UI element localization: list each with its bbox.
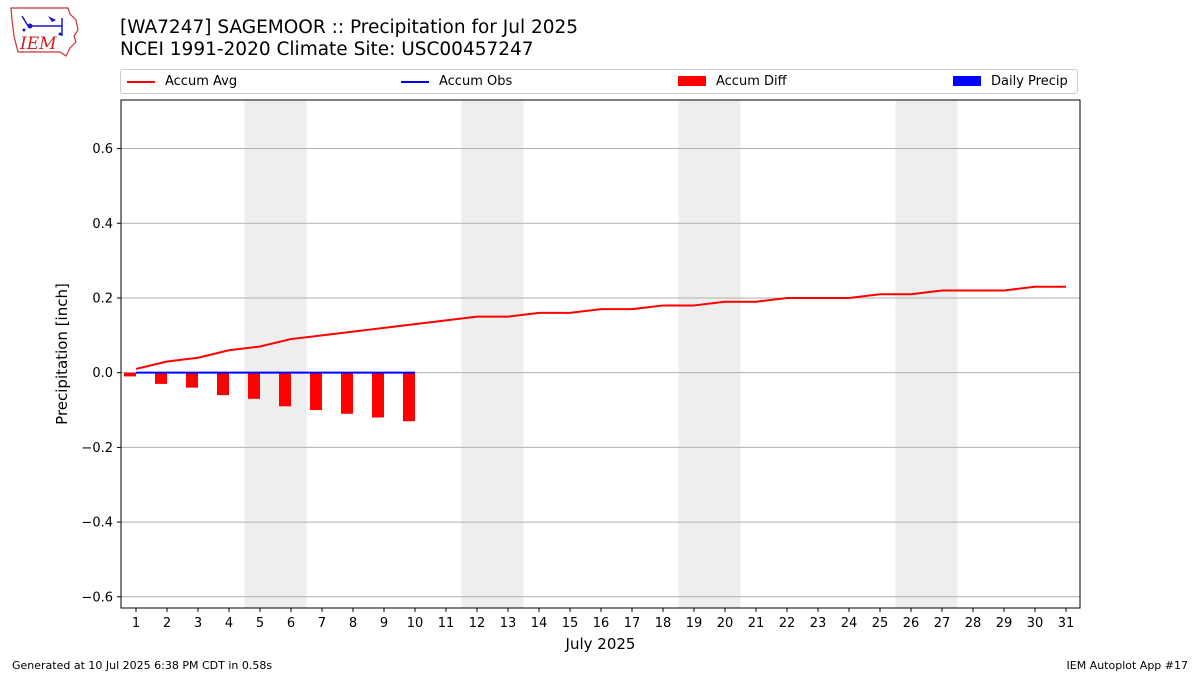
- x-tick-label: 28: [965, 616, 982, 631]
- y-tick-label: −0.6: [81, 590, 113, 605]
- legend-swatch-accum-avg: [127, 81, 155, 83]
- x-tick-label: 15: [562, 616, 579, 631]
- legend-label-daily-precip: Daily Precip: [991, 74, 1068, 89]
- legend-item-accum-obs: Accum Obs: [401, 73, 551, 91]
- y-axis-title: Precipitation [inch]: [53, 283, 71, 425]
- x-tick-label: 31: [1058, 616, 1075, 631]
- x-tick-label: 22: [779, 616, 796, 631]
- accum-diff-bar: [124, 372, 136, 377]
- x-tick-label: 4: [225, 616, 233, 631]
- x-tick-label: 5: [256, 616, 264, 631]
- legend-item-daily-precip: Daily Precip: [953, 73, 1077, 91]
- accum-diff-bar: [279, 372, 291, 407]
- x-tick-label: 14: [531, 616, 548, 631]
- x-tick-label: 7: [318, 616, 326, 631]
- x-tick-label: 18: [655, 616, 672, 631]
- x-tick-label: 23: [810, 616, 827, 631]
- x-tick-label: 8: [349, 616, 357, 631]
- x-tick-label: 25: [872, 616, 889, 631]
- plot-frame: [120, 99, 1081, 609]
- legend-item-accum-avg: Accum Avg: [127, 73, 277, 91]
- accum-diff-bar: [403, 372, 415, 422]
- y-tick-label: −0.2: [81, 441, 113, 456]
- weekend-shade-band: [461, 100, 524, 608]
- x-tick-label: 19: [686, 616, 703, 631]
- accum-diff-bar: [217, 372, 229, 396]
- x-tick-label: 16: [593, 616, 610, 631]
- x-tick-label: 11: [438, 616, 455, 631]
- x-axis-title: July 2025: [565, 635, 636, 653]
- x-tick-label: 29: [996, 616, 1013, 631]
- legend-swatch-accum-diff: [678, 76, 706, 86]
- x-tick-label: 26: [903, 616, 920, 631]
- x-tick-label: 12: [469, 616, 486, 631]
- weekend-shade-band: [244, 100, 307, 608]
- chart-title: [WA7247] SAGEMOOR :: Precipitation for J…: [120, 17, 578, 61]
- y-tick-label: −0.4: [81, 516, 113, 531]
- y-tick-label: 0.0: [92, 366, 113, 381]
- x-tick-label: 27: [934, 616, 951, 631]
- legend-swatch-accum-obs: [401, 81, 429, 83]
- accum-diff-bar: [372, 372, 384, 418]
- accum-diff-bar: [186, 372, 198, 388]
- legend-item-accum-diff: Accum Diff: [678, 73, 828, 91]
- chart-title-line1: [WA7247] SAGEMOOR :: Precipitation for J…: [120, 17, 579, 38]
- x-tick-label: 21: [748, 616, 765, 631]
- legend-swatch-daily-precip: [953, 76, 981, 86]
- x-tick-label: 10: [407, 616, 424, 631]
- legend-label-accum-avg: Accum Avg: [165, 74, 238, 89]
- iem-logo: IEM: [8, 6, 80, 58]
- x-tick-label: 24: [841, 616, 858, 631]
- y-tick-label: 0.4: [92, 217, 113, 232]
- iowa-outline-icon: [10, 7, 79, 57]
- footer-generated-text: Generated at 10 Jul 2025 6:38 PM CDT in …: [12, 659, 273, 672]
- legend-label-accum-diff: Accum Diff: [716, 74, 787, 89]
- chart-legend: Accum Avg Accum Obs Accum Diff Daily Pre…: [120, 69, 1078, 94]
- weekend-shade-band: [895, 100, 958, 608]
- x-tick-label: 30: [1027, 616, 1044, 631]
- x-tick-label: 20: [717, 616, 734, 631]
- weekend-shade-band: [678, 100, 741, 608]
- y-tick-label: 0.6: [92, 142, 113, 157]
- accum-avg-line: [135, 285, 1066, 370]
- legend-label-accum-obs: Accum Obs: [439, 74, 513, 89]
- x-tick-label: 6: [287, 616, 295, 631]
- x-tick-label: 9: [380, 616, 388, 631]
- accum-diff-bar: [341, 372, 353, 414]
- accum-diff-bar: [248, 372, 260, 399]
- footer-app-text: IEM Autoplot App #17: [1066, 659, 1189, 672]
- x-tick-label: 2: [163, 616, 171, 631]
- y-tick-label: 0.2: [92, 291, 113, 306]
- x-tick-label: 17: [624, 616, 641, 631]
- x-tick-label: 1: [132, 616, 140, 631]
- logo-text: IEM: [20, 34, 57, 54]
- chart-title-line2: NCEI 1991-2020 Climate Site: USC00457247: [120, 39, 534, 60]
- accum-diff-bar: [155, 372, 167, 384]
- x-tick-label: 3: [194, 616, 202, 631]
- accum-diff-bar: [310, 372, 322, 411]
- x-tick-label: 13: [500, 616, 517, 631]
